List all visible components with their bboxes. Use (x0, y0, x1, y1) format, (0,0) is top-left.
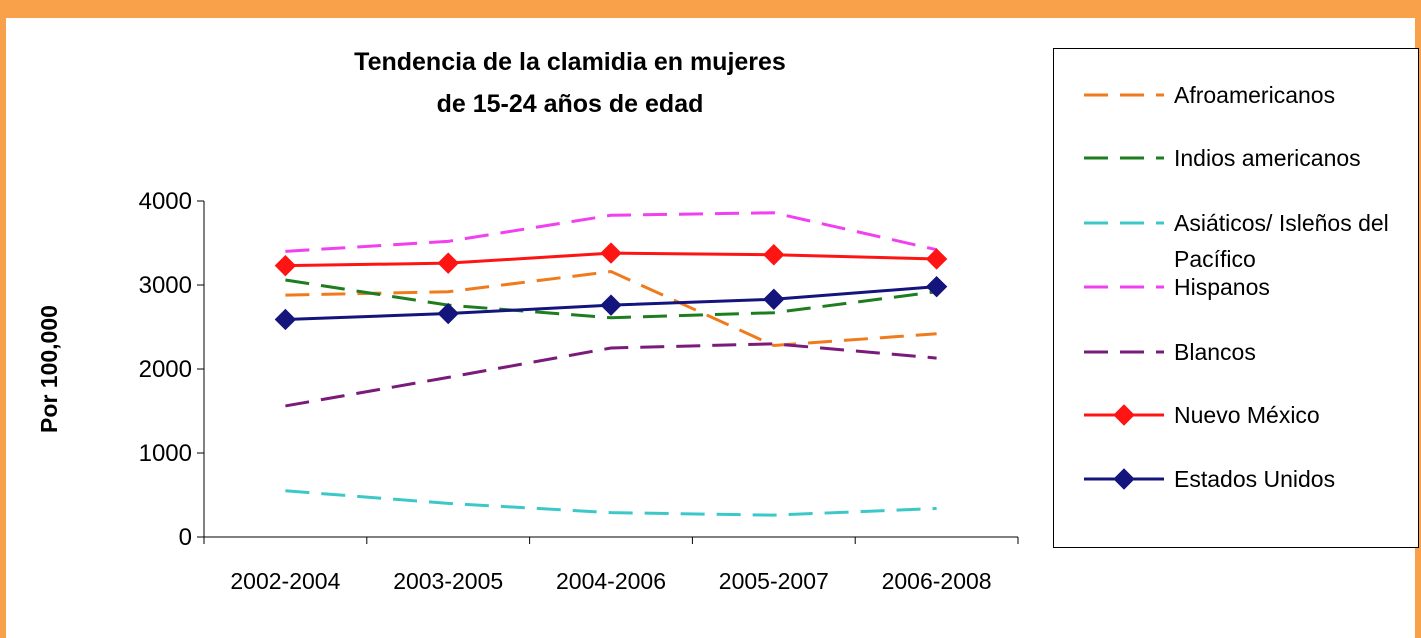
marker (1113, 468, 1135, 490)
series-line (285, 211, 937, 253)
marker (274, 308, 297, 331)
marker (763, 244, 785, 266)
legend-label: Estados Unidos (1174, 466, 1336, 492)
legend-entry: Afroamericanos (1054, 77, 1420, 113)
legend: Afroamericanos Indios americanos Asiáticos… (1053, 48, 1419, 548)
marker (274, 254, 297, 277)
legend-entry: Nuevo México (1054, 397, 1420, 433)
y-tick-label: 4000 (139, 188, 192, 215)
legend-label: Indios americanos (1174, 145, 1361, 171)
marker (600, 294, 622, 316)
legend-entry: Estados Unidos (1054, 461, 1420, 497)
series-line (285, 270, 937, 348)
x-tick-label: 2006-2008 (882, 568, 992, 594)
chart-title: Tendencia de la clamidia en mujeres (354, 48, 786, 76)
marker (925, 275, 948, 298)
legend-label: Asiáticos/ Isleños del Pacífico (1174, 210, 1389, 272)
series-line (285, 342, 937, 408)
x-tick-label: 2003-2005 (393, 568, 503, 594)
marker (925, 248, 948, 270)
y-tick-label: 2000 (139, 356, 192, 383)
y-tick-label: 1000 (139, 440, 192, 467)
marker (437, 302, 459, 325)
legend-entry: Hispanos (1054, 269, 1420, 305)
legend-swatch (1084, 468, 1164, 490)
legend-entry: Blancos (1054, 334, 1420, 370)
legend-entry: Asiáticos/ Isleños del Pacífico (1054, 205, 1420, 272)
marker (600, 242, 622, 264)
series-line (285, 278, 937, 320)
legend-label: Nuevo México (1174, 402, 1320, 428)
x-tick-label: 2004-2006 (556, 568, 666, 594)
legend-label: Afroamericanos (1174, 82, 1336, 108)
legend-label: Hispanos (1174, 274, 1270, 300)
y-tick-label: 3000 (139, 272, 192, 299)
legend-swatch (1084, 350, 1164, 354)
marker (1113, 404, 1135, 426)
x-tick-label: 2005-2007 (719, 568, 829, 594)
x-tick-label: 2002-2004 (230, 568, 340, 594)
legend-swatch (1084, 221, 1164, 225)
legend-entry: Indios americanos (1054, 140, 1420, 176)
marker (763, 288, 785, 310)
legend-swatch (1084, 285, 1164, 289)
y-axis-label: Por 100,000 (36, 305, 62, 433)
y-tick-label: 0 (179, 524, 192, 551)
chart-subtitle: de 15-24 años de edad (437, 90, 704, 118)
series-line (285, 489, 937, 517)
legend-swatch (1084, 404, 1164, 426)
legend-swatch (1084, 93, 1164, 97)
legend-label: Blancos (1174, 339, 1256, 365)
legend-swatch (1084, 156, 1164, 160)
marker (437, 252, 459, 274)
